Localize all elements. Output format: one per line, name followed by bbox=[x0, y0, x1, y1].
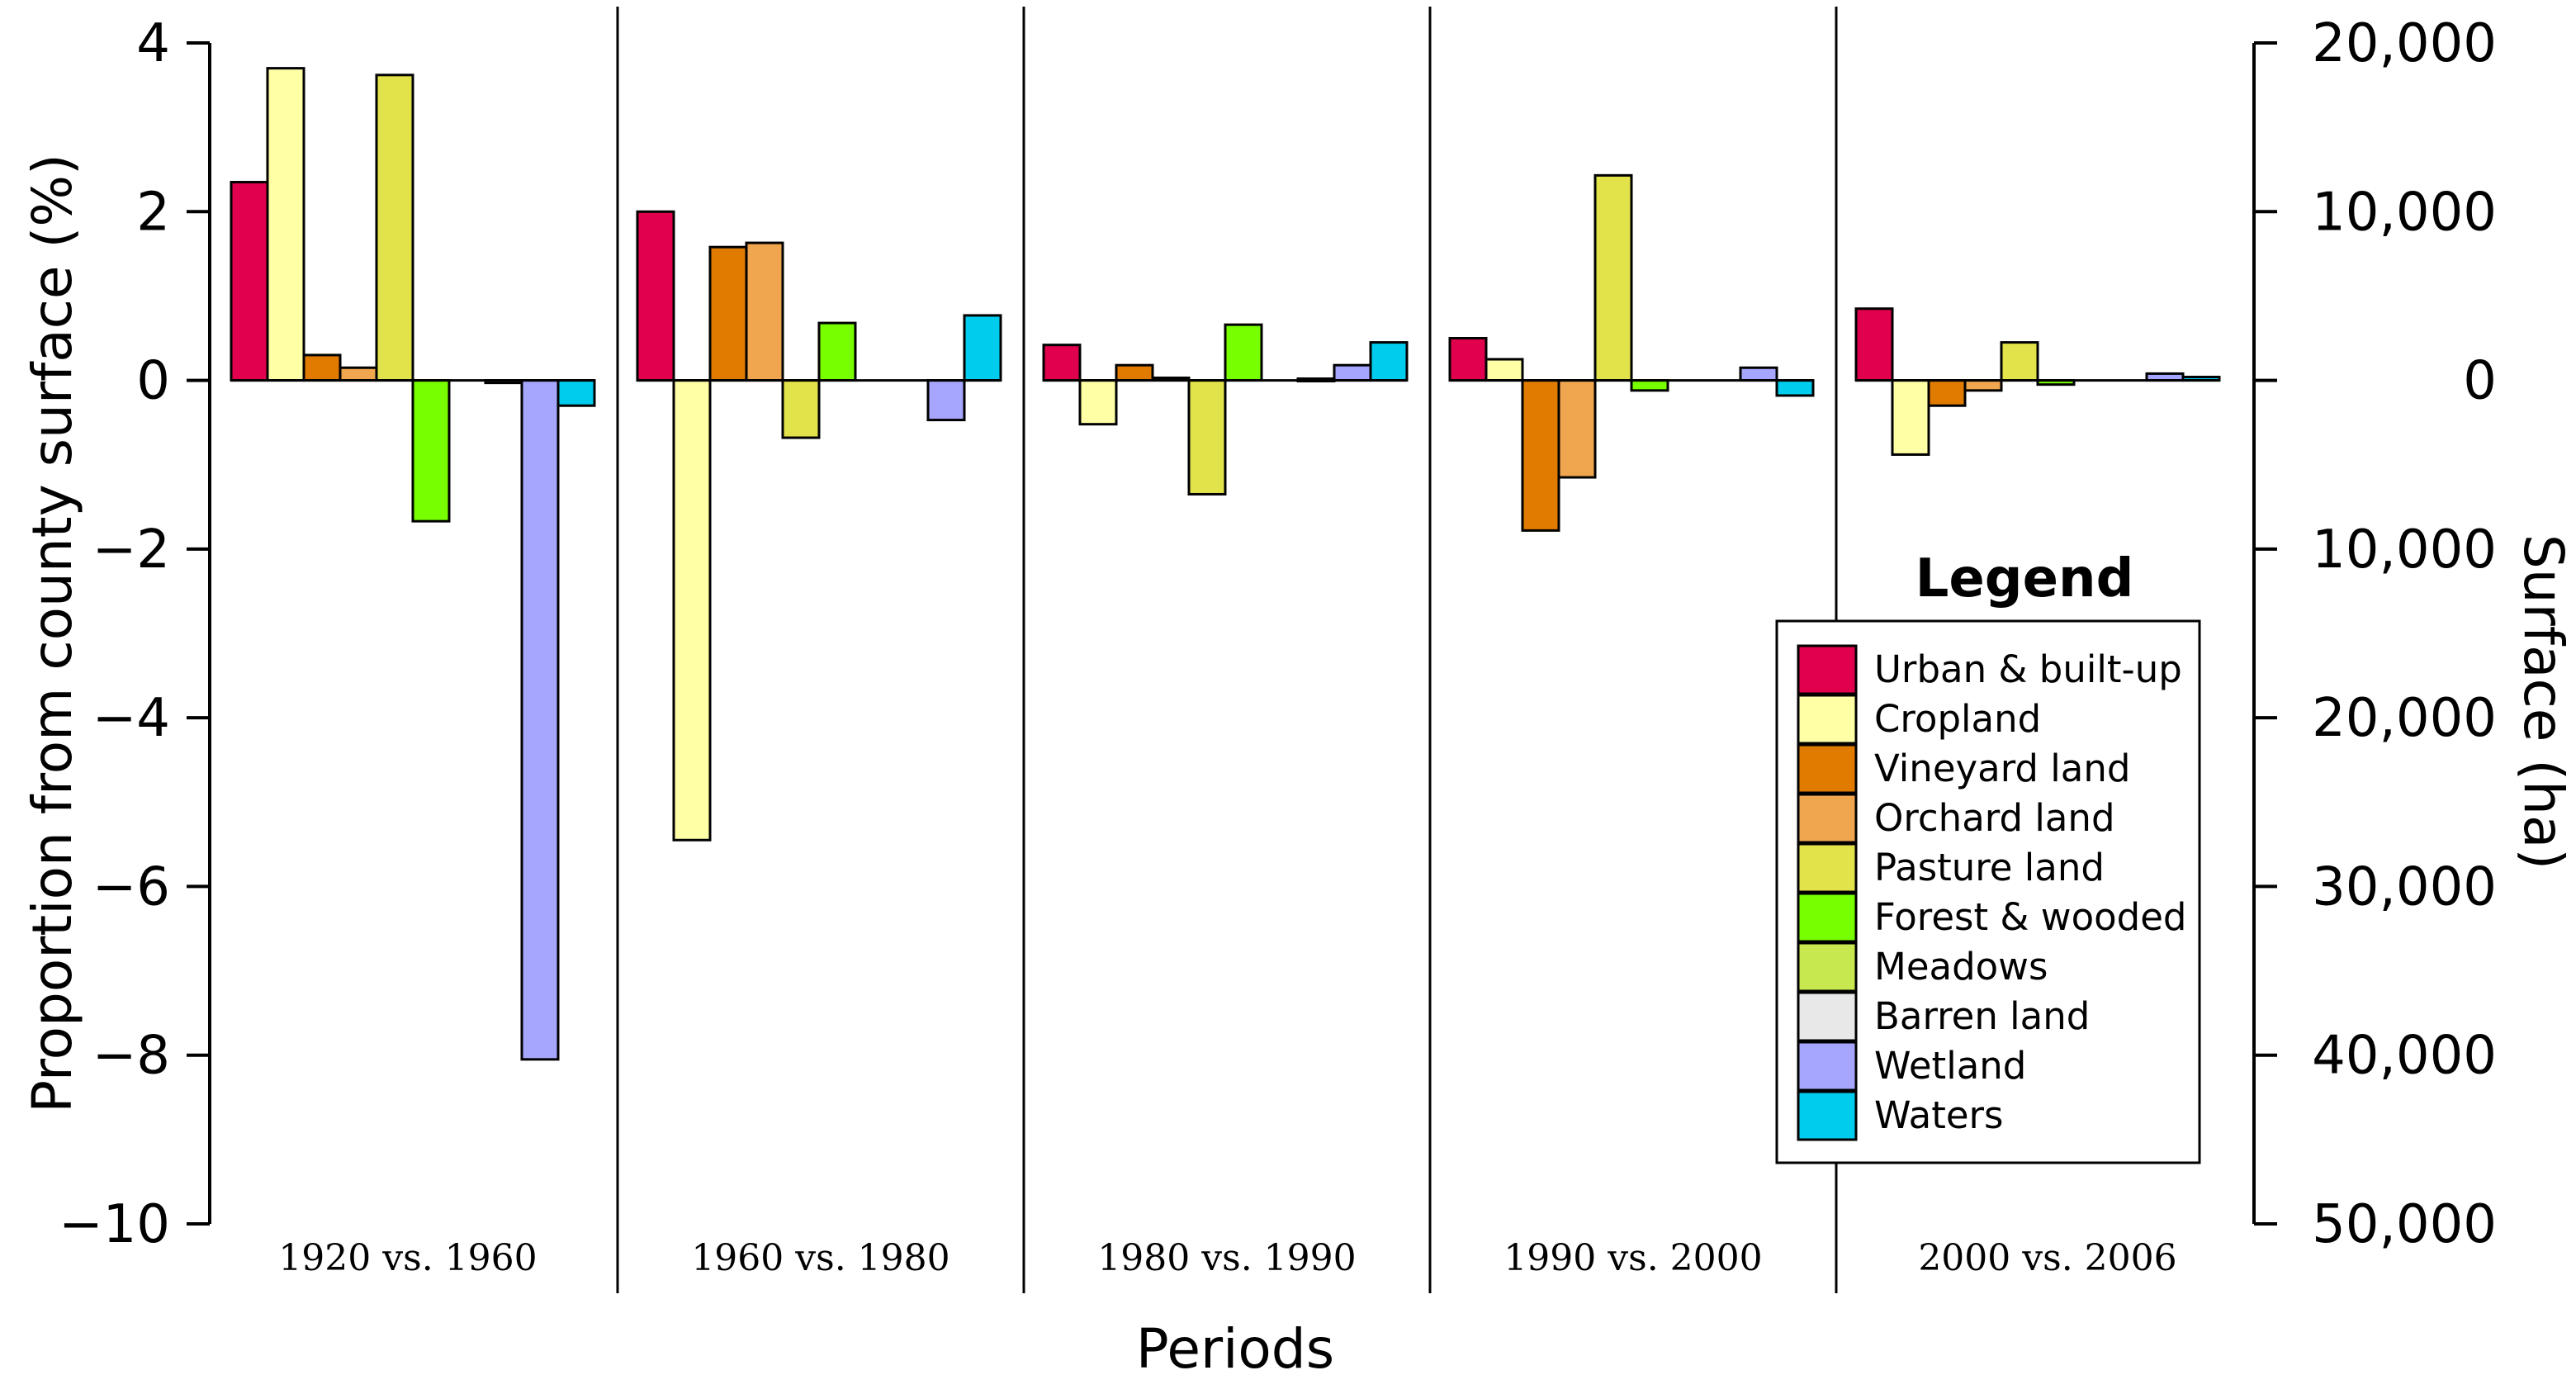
right-tick-label: 10,000 bbox=[2312, 519, 2497, 581]
bar bbox=[1593, 173, 1633, 382]
bar bbox=[339, 366, 378, 382]
legend-label: Forest & wooded bbox=[1874, 895, 2186, 939]
legend-label: Urban & built-up bbox=[1874, 647, 2182, 691]
period-label: 1960 vs. 1980 bbox=[691, 1237, 949, 1279]
period-label: 1990 vs. 2000 bbox=[1503, 1237, 1762, 1279]
bar bbox=[1963, 379, 2003, 392]
bar bbox=[708, 245, 748, 382]
x-axis-title: Periods bbox=[1136, 1317, 1334, 1381]
legend-label: Orchard land bbox=[1874, 796, 2115, 840]
bar bbox=[1078, 379, 1118, 426]
legend-swatch bbox=[1797, 1041, 1858, 1092]
right-y-axis: 20,000 10,000 0 10,000 20,000 30,000 40,000 50,… bbox=[2252, 13, 2497, 1255]
bar bbox=[302, 353, 342, 382]
bar bbox=[963, 314, 1002, 382]
legend-title: Legend bbox=[1915, 548, 2134, 609]
left-tick-label: −4 bbox=[92, 688, 170, 749]
bar bbox=[1854, 307, 1894, 382]
period-labels: 1920 vs. 1960 1960 vs. 1980 1980 vs. 1990 1… bbox=[278, 1237, 2176, 1279]
left-tick-label: −8 bbox=[92, 1026, 170, 1087]
legend-label: Pasture land bbox=[1874, 846, 2105, 889]
bar bbox=[926, 379, 966, 422]
bar bbox=[1042, 344, 1082, 382]
right-tick-label: 40,000 bbox=[2312, 1026, 2497, 1087]
bar bbox=[1115, 363, 1154, 382]
bar bbox=[1187, 379, 1227, 495]
bar bbox=[411, 379, 451, 523]
bar bbox=[266, 67, 305, 382]
bar bbox=[1775, 379, 1815, 397]
bars-group bbox=[230, 67, 2221, 1061]
legend-swatch bbox=[1797, 842, 1858, 894]
legend-label: Wetland bbox=[1874, 1044, 2026, 1088]
left-tick-label: −10 bbox=[59, 1194, 170, 1255]
legend-label: Cropland bbox=[1874, 697, 2041, 741]
bar bbox=[781, 379, 821, 439]
bar bbox=[556, 379, 596, 407]
bar bbox=[1369, 341, 1409, 382]
panel-separators bbox=[616, 7, 1838, 1293]
bar bbox=[1485, 358, 1524, 382]
right-tick-label: 0 bbox=[2463, 351, 2497, 412]
legend-swatch bbox=[1797, 644, 1858, 695]
legend-swatch bbox=[1797, 743, 1858, 794]
legend-label: Vineyard land bbox=[1874, 747, 2130, 790]
legend-swatch bbox=[1797, 1090, 1858, 1141]
period-label: 1980 vs. 1990 bbox=[1097, 1237, 1356, 1279]
bar bbox=[230, 181, 269, 382]
left-tick-label: 2 bbox=[136, 182, 170, 243]
bar bbox=[1333, 363, 1372, 382]
legend-label: Meadows bbox=[1874, 945, 2048, 989]
bar bbox=[520, 379, 560, 1061]
legend-label: Waters bbox=[1874, 1093, 2003, 1137]
legend-label: Barren land bbox=[1874, 994, 2090, 1038]
right-tick-label: 20,000 bbox=[2312, 13, 2497, 74]
bar bbox=[1521, 379, 1560, 532]
bar bbox=[1224, 323, 1263, 382]
legend-swatch bbox=[1797, 941, 1858, 993]
bar bbox=[1557, 379, 1597, 479]
legend-swatch bbox=[1797, 892, 1858, 943]
left-y-axis: 4 2 0 −2 −4 −6 −8 −10 bbox=[59, 13, 211, 1255]
legend: Legend Urban & built-up Cropland Vineyard … bbox=[1775, 548, 2201, 1164]
bar bbox=[1630, 379, 1669, 392]
bar bbox=[375, 73, 414, 382]
right-tick-label: 50,000 bbox=[2312, 1194, 2497, 1255]
bar bbox=[745, 241, 784, 382]
y-axis-title-left: Proportion from county surface (%) bbox=[21, 154, 84, 1112]
bar bbox=[1891, 379, 1930, 456]
legend-swatch bbox=[1797, 694, 1858, 745]
bar bbox=[672, 379, 712, 842]
legend-swatch bbox=[1797, 991, 1858, 1042]
left-tick-label: 4 bbox=[136, 13, 170, 74]
bar bbox=[1448, 337, 1488, 382]
left-tick-label: 0 bbox=[136, 351, 170, 412]
bar bbox=[636, 210, 675, 382]
left-tick-label: −6 bbox=[92, 856, 170, 917]
bar bbox=[1927, 379, 1967, 407]
left-tick-label: −2 bbox=[92, 519, 170, 581]
right-tick-label: 10,000 bbox=[2312, 182, 2497, 243]
right-tick-label: 20,000 bbox=[2312, 688, 2497, 749]
y-axis-title-right: Surface (ha) bbox=[2512, 534, 2575, 870]
bar bbox=[817, 321, 857, 382]
bar bbox=[1739, 366, 1778, 382]
right-tick-label: 30,000 bbox=[2312, 856, 2497, 917]
legend-swatch bbox=[1797, 793, 1858, 844]
bar bbox=[2000, 341, 2039, 382]
period-label: 2000 vs. 2006 bbox=[1918, 1237, 2176, 1279]
period-label: 1920 vs. 1960 bbox=[278, 1237, 537, 1279]
